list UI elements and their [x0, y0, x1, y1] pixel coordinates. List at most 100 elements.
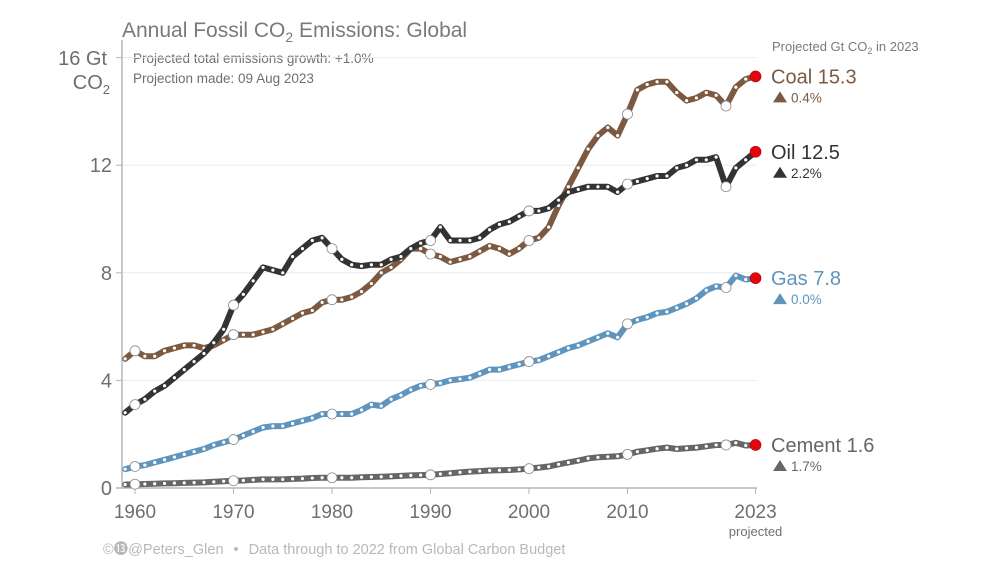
y-tick-label: 0 — [101, 478, 112, 500]
year-point — [596, 134, 600, 138]
year-point — [685, 302, 689, 306]
x-tick-label: 1970 — [212, 502, 254, 523]
year-point — [409, 246, 413, 251]
year-point — [172, 346, 176, 350]
year-point — [251, 429, 255, 434]
year-point — [153, 389, 157, 393]
year-point — [320, 236, 324, 240]
decade-marker — [622, 318, 633, 330]
year-point — [143, 397, 147, 401]
year-point — [497, 468, 502, 472]
year-point — [734, 441, 738, 445]
year-point — [438, 381, 442, 385]
year-point — [162, 349, 167, 353]
year-point — [281, 322, 285, 326]
year-point — [458, 377, 462, 381]
year-point — [675, 90, 679, 95]
year-point — [478, 469, 482, 473]
year-point — [694, 158, 699, 162]
year-point — [261, 477, 265, 481]
y-tick-label: 8 — [101, 263, 112, 285]
year-point — [300, 419, 305, 423]
decade-marker — [326, 408, 338, 420]
year-point — [389, 474, 393, 479]
year-point — [192, 481, 196, 485]
year-point — [192, 343, 196, 348]
year-point — [271, 477, 275, 481]
decade-marker — [228, 299, 239, 311]
year-point — [409, 388, 413, 392]
year-point — [379, 271, 383, 275]
year-point — [369, 475, 373, 479]
year-point — [606, 185, 610, 189]
decade-marker — [622, 108, 633, 120]
year-point — [537, 358, 541, 362]
year-point — [537, 209, 541, 213]
year-point — [635, 318, 639, 322]
year-point — [744, 277, 748, 282]
year-point — [576, 166, 580, 170]
year-point — [616, 190, 620, 194]
year-point — [655, 80, 659, 84]
year-point — [379, 475, 383, 479]
year-point — [241, 478, 245, 483]
footer-credit: ©⓭@Peters_Glen • Data through to 2022 from… — [103, 541, 565, 558]
year-point — [310, 308, 314, 313]
year-point — [517, 214, 521, 218]
year-point — [369, 263, 373, 267]
year-point — [192, 450, 196, 454]
year-point — [241, 292, 245, 296]
year-point — [251, 333, 255, 337]
year-point — [635, 179, 639, 183]
year-point — [596, 185, 600, 189]
series-oil — [122, 145, 762, 416]
gridlines — [122, 57, 757, 381]
year-point — [399, 474, 403, 478]
year-point — [714, 443, 718, 447]
year-point — [507, 220, 511, 224]
year-point — [143, 463, 147, 467]
decade-marker — [425, 248, 436, 260]
up-triangle-icon — [773, 166, 787, 178]
legend-label-gas: Gas 7.8 — [771, 268, 841, 290]
year-point — [635, 88, 639, 92]
x-tick-label: 2023 — [734, 502, 776, 523]
year-point — [734, 166, 738, 170]
year-point — [704, 444, 708, 448]
year-point — [517, 362, 521, 366]
decade-marker — [129, 461, 141, 472]
year-point — [202, 351, 206, 356]
year-point — [714, 155, 718, 159]
year-point — [744, 443, 748, 448]
year-point — [123, 467, 127, 471]
year-point — [744, 77, 748, 81]
year-point — [537, 465, 541, 470]
year-point — [271, 424, 275, 428]
year-point — [369, 281, 373, 286]
year-point — [576, 187, 580, 192]
year-point — [143, 354, 147, 358]
year-point — [586, 456, 590, 461]
decade-marker — [326, 472, 338, 484]
decade-marker — [720, 100, 732, 112]
decade-marker — [228, 434, 239, 445]
decade-marker — [228, 475, 239, 487]
year-point — [359, 408, 364, 412]
legend-change-gas: 0.0% — [791, 292, 822, 307]
year-point — [655, 174, 659, 178]
year-point — [340, 476, 344, 480]
year-point — [389, 397, 393, 401]
year-point — [291, 316, 295, 321]
year-point — [497, 222, 502, 226]
year-point — [665, 446, 669, 450]
projected-point — [749, 439, 762, 451]
year-point — [694, 96, 699, 100]
year-point — [261, 265, 265, 270]
year-point — [320, 476, 324, 480]
decade-marker — [228, 329, 239, 341]
year-point — [438, 472, 442, 476]
year-point — [596, 335, 600, 339]
year-point — [202, 480, 206, 484]
year-point — [350, 295, 354, 299]
year-point — [310, 416, 314, 420]
